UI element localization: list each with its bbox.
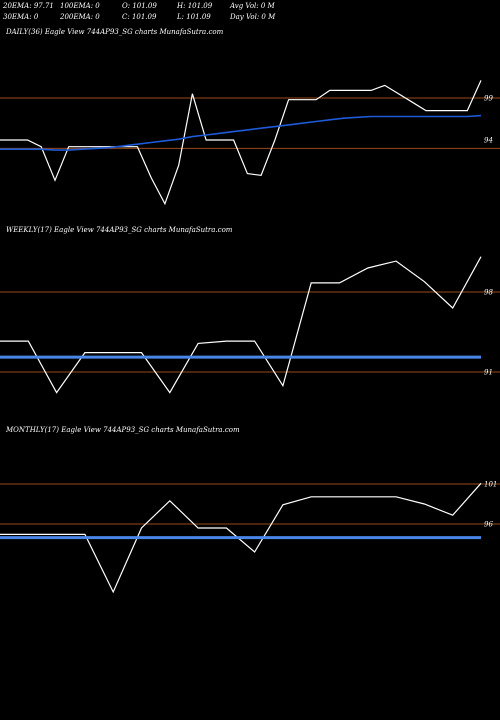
weekly-y-tick-label: 91 <box>484 369 493 377</box>
daily-y-tick-label: 99 <box>484 95 493 103</box>
daily-price-line <box>0 80 482 206</box>
daily-y-tick-label: 94 <box>484 137 493 145</box>
ema30-label: 30EMA: 0 <box>3 13 39 21</box>
close-label: C: 101.09 <box>122 13 157 21</box>
avg-vol-label: Avg Vol: 0 M <box>230 2 275 10</box>
day-vol-label: Day Vol: 0 M <box>230 13 276 21</box>
ema200-label: 200EMA: 0 <box>60 13 100 21</box>
weekly-panel-title: WEEKLY(17) Eagle View 744AP93_SG charts … <box>6 226 233 234</box>
weekly-price-line <box>0 256 482 394</box>
ema20-label: 20EMA: 97.71 <box>3 2 54 10</box>
weekly-y-tick-label: 98 <box>484 289 493 297</box>
monthly-y-tick-label: 101 <box>484 481 497 489</box>
daily-ema20-line <box>0 114 482 151</box>
ema100-label: 100EMA: 0 <box>60 2 100 10</box>
daily-panel-title: DAILY(36) Eagle View 744AP93_SG charts M… <box>6 28 224 36</box>
open-label: O: 101.09 <box>122 2 157 10</box>
low-label: L: 101.09 <box>177 13 211 21</box>
monthly-price-line <box>0 482 482 594</box>
high-label: H: 101.09 <box>177 2 213 10</box>
monthly-y-tick-label: 96 <box>484 521 493 529</box>
monthly-panel-title: MONTHLY(17) Eagle View 744AP93_SG charts… <box>6 426 240 434</box>
